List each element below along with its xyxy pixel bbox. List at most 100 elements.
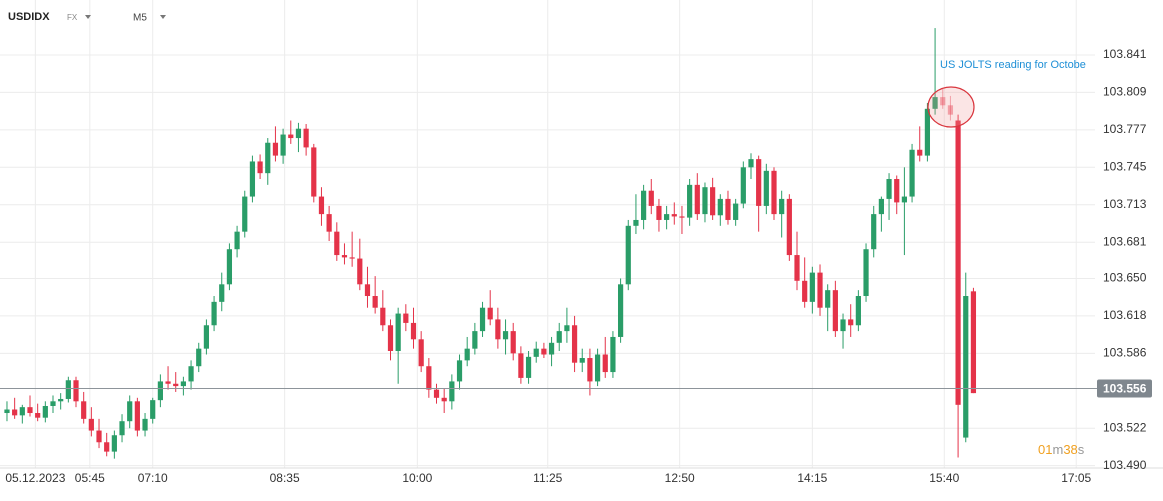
candle-body <box>625 225 631 285</box>
candle-body <box>671 214 677 217</box>
candle-body <box>802 280 808 302</box>
overlay: 103.556 US JOLTS reading for Octobe 01m38s <box>0 59 1152 457</box>
candle-body <box>894 179 900 203</box>
candle-body <box>42 405 48 418</box>
candle-body <box>119 421 125 436</box>
interval-dropdown[interactable] <box>160 15 166 19</box>
y-tick-label: 103.841 <box>1103 47 1147 61</box>
candle-body <box>134 401 140 431</box>
candle-body <box>871 214 877 250</box>
candle-body <box>311 147 317 197</box>
interval[interactable]: M5 <box>133 13 147 24</box>
candle-body <box>763 170 769 206</box>
grid <box>0 0 1163 469</box>
candle-body <box>127 401 133 422</box>
candle-body <box>173 383 179 387</box>
candle-body <box>733 203 739 220</box>
candle-body <box>12 409 18 416</box>
candle-body <box>27 407 33 414</box>
symbol-dropdown[interactable] <box>85 15 91 19</box>
candle-body <box>771 170 777 215</box>
candle-body <box>326 214 332 232</box>
candle-body <box>81 401 87 419</box>
candle-body <box>456 360 463 382</box>
candle-body <box>487 307 493 320</box>
candle-body <box>242 196 248 232</box>
candle-body <box>679 216 685 218</box>
candle-body <box>748 159 754 168</box>
candle-body <box>280 134 286 156</box>
candle-body <box>249 161 256 197</box>
candle-body <box>832 290 838 332</box>
candle-body <box>464 348 470 361</box>
candle-body <box>403 313 409 323</box>
candle-timer: 01m38s <box>1038 442 1085 457</box>
candle-body <box>334 231 340 256</box>
candle-body <box>901 196 907 203</box>
candle-body <box>272 142 279 156</box>
candle-body <box>196 348 202 367</box>
candle-body <box>357 258 363 285</box>
y-tick-label: 103.681 <box>1103 234 1147 248</box>
x-tick-label: 10:00 <box>402 471 432 485</box>
candle-body <box>533 348 539 357</box>
candle-body <box>88 418 94 431</box>
market: FX <box>67 13 78 22</box>
candle-body <box>418 339 424 367</box>
candle-body <box>226 249 233 285</box>
candle-body <box>502 331 509 340</box>
candle-body <box>111 435 117 452</box>
candle-body <box>50 401 56 406</box>
candle-body <box>641 190 647 220</box>
candle-body <box>909 149 915 197</box>
candle-body <box>525 356 532 378</box>
y-tick-label: 103.490 <box>1103 458 1147 472</box>
candle-body <box>786 198 792 256</box>
candle-body <box>932 97 938 109</box>
symbol[interactable]: USDIDX <box>8 11 50 23</box>
timer-minutes-unit: m <box>1052 442 1063 457</box>
candle-body <box>825 290 831 308</box>
x-tick-label: 15:40 <box>929 471 959 485</box>
candle-body <box>180 381 186 387</box>
candle-body <box>257 161 263 174</box>
candle-body <box>924 108 931 156</box>
candle-body <box>947 105 954 115</box>
y-tick-label: 103.586 <box>1103 346 1147 360</box>
timer-minutes: 01 <box>1038 442 1052 457</box>
candle-body <box>702 187 708 215</box>
candle-body <box>710 187 716 216</box>
candle-body <box>410 322 417 340</box>
candle-body <box>779 198 785 215</box>
candle-body <box>479 307 486 332</box>
candle-body <box>65 380 71 399</box>
candle-body <box>165 381 171 384</box>
candle-body <box>433 389 440 398</box>
candle-body <box>142 418 148 431</box>
candle-body <box>602 354 608 373</box>
candle-body <box>364 284 371 297</box>
candle-body <box>656 205 662 220</box>
y-tick-label: 103.809 <box>1103 85 1147 99</box>
candle-body <box>725 198 731 220</box>
candle-body <box>610 336 616 373</box>
candle-body <box>96 430 102 443</box>
candle-body <box>303 128 309 148</box>
candle-body <box>740 167 746 204</box>
candle-body <box>587 358 593 382</box>
candle-body <box>349 257 355 259</box>
candle-body <box>518 353 524 378</box>
candle-body <box>687 184 693 218</box>
current-price-box <box>1097 379 1152 398</box>
candle-body <box>571 325 578 363</box>
candle-body <box>756 159 762 206</box>
candle-body <box>579 358 585 363</box>
candle-body <box>495 319 501 340</box>
x-tick-label: 14:15 <box>797 471 827 485</box>
candle-body <box>970 291 977 394</box>
candle-body <box>809 272 815 302</box>
timer-seconds-unit: s <box>1078 442 1085 457</box>
candle-body <box>648 190 654 206</box>
candle-body <box>664 214 670 220</box>
candle-body <box>917 149 923 156</box>
